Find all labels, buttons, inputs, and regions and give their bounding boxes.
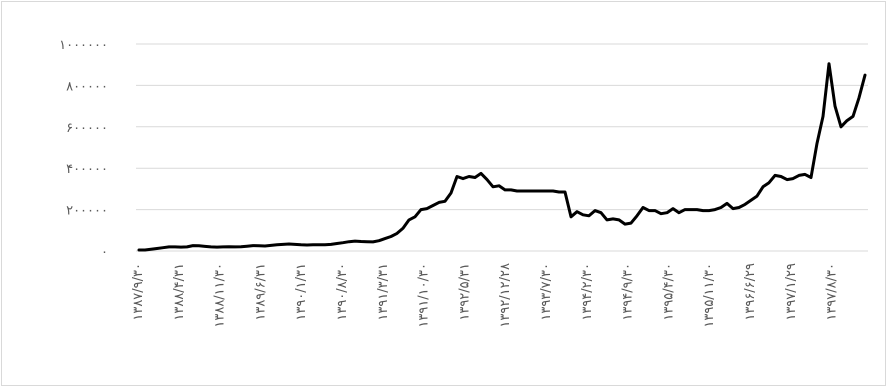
x-tick-label: ۱۳۸۸/۴/۳۱ bbox=[172, 263, 187, 321]
series-group bbox=[137, 62, 867, 252]
y-tick-label: ۴۰۰۰۰۰ bbox=[66, 162, 108, 177]
y-tick-label: ۶۰۰۰۰۰ bbox=[66, 121, 108, 136]
x-tick-label: ۱۳۹۵/۱۱/۳۰ bbox=[702, 263, 717, 328]
y-tick-label: ۱۰۰۰۰۰۰ bbox=[59, 38, 108, 53]
x-tick-label: ۱۳۸۷/۹/۳۰ bbox=[131, 263, 146, 321]
x-tick-label: ۱۳۹۰/۱/۳۱ bbox=[294, 263, 309, 321]
x-tick-label: ۱۳۹۳/۷/۳۰ bbox=[539, 263, 554, 321]
x-tick-label: ۱۳۹۶/۶/۲۹ bbox=[743, 263, 758, 321]
x-tick-label: ۱۳۹۱/۳/۳۱ bbox=[376, 263, 391, 321]
x-tick-label: ۱۳۹۰/۸/۳۰ bbox=[335, 263, 350, 321]
x-axis: ۱۳۸۷/۹/۳۰ ۱۳۸۸/۴/۳۱ ۱۳۸۸/۱۱/۳۰ ۱۳۸۹/۶/۳۱ ۱۳۹… bbox=[131, 263, 840, 328]
x-tick-label: ۱۳۹۴/۹/۳۰ bbox=[621, 263, 636, 321]
x-tick-label: ۱۳۹۲/۵/۳۱ bbox=[457, 263, 472, 321]
x-tick-label: ۱۳۹۴/۲/۳۰ bbox=[580, 263, 595, 321]
gridlines bbox=[136, 43, 868, 252]
x-tick-label: ۱۳۹۵/۴/۳۰ bbox=[661, 263, 676, 321]
x-tick-label: ۱۳۸۹/۶/۳۱ bbox=[253, 263, 268, 321]
series-line-0 bbox=[137, 62, 867, 252]
x-tick-label: ۱۳۸۸/۱۱/۳۰ bbox=[213, 263, 228, 328]
y-axis: ۰ ۲۰۰۰۰۰ ۴۰۰۰۰۰ ۶۰۰۰۰۰ ۸۰۰۰۰۰ ۱۰۰۰۰۰۰ bbox=[59, 38, 108, 260]
x-tick-label: ۱۳۹۲/۱۲/۲۸ bbox=[498, 263, 513, 328]
x-tick-label: ۱۳۹۷/۱/۲۹ bbox=[784, 263, 799, 321]
x-tick-label: ۱۳۹۷/۸/۳۰ bbox=[825, 263, 840, 321]
y-tick-label: ۲۰۰۰۰۰ bbox=[66, 204, 108, 219]
y-tick-label: ۸۰۰۰۰۰ bbox=[66, 79, 108, 94]
x-tick-label: ۱۳۹۱/۱۰/۳۰ bbox=[417, 263, 432, 328]
y-tick-label: ۰ bbox=[101, 245, 108, 260]
